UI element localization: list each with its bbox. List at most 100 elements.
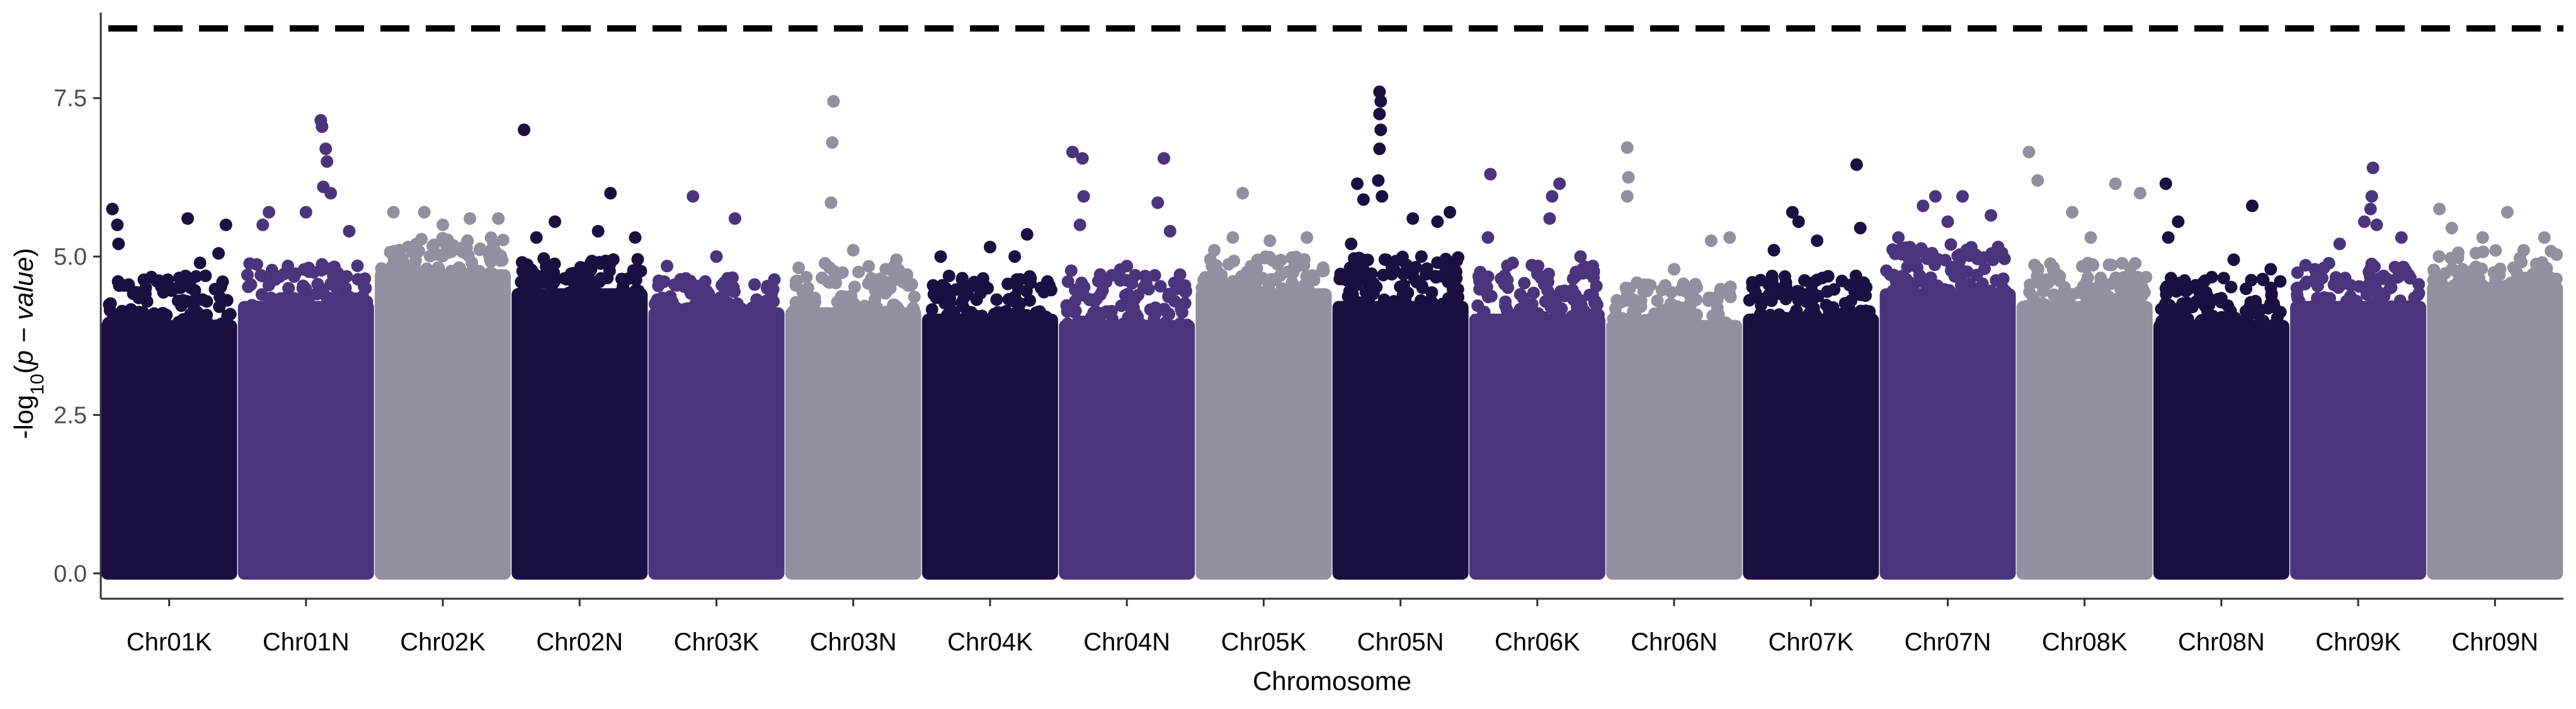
peak-point [212,247,225,260]
point [1527,286,1540,299]
peak-point [1020,228,1034,241]
x-tick-label: Chr01K [127,628,212,656]
point [2274,275,2287,288]
point [684,274,697,287]
point [1175,306,1188,319]
point [1913,245,1926,258]
point [2136,282,2149,295]
point [2550,272,2563,285]
point [434,270,447,284]
point [1992,240,2005,253]
point [1471,299,1485,313]
peak-point [2395,231,2408,244]
point [329,280,343,294]
point [139,287,152,301]
point [1359,275,1372,288]
point [311,277,324,291]
point [482,248,496,262]
point [989,309,1003,322]
point [941,308,954,321]
point [1379,253,1393,267]
point [2451,288,2464,301]
point-cloud [2153,320,2289,580]
point [1610,308,1623,321]
point [727,281,740,294]
point [1061,325,1074,338]
point [1520,297,1533,310]
chromosome-points-Chr09K [2290,161,2427,580]
peak-point [1941,215,1954,228]
point [1410,275,1423,289]
x-tick-label: Chr03N [810,628,897,656]
point [2257,274,2270,287]
point [2037,285,2050,298]
point [545,279,559,292]
point [388,245,401,258]
point [2240,282,2253,296]
point [1895,242,1908,255]
point [747,306,760,320]
point [1000,305,1013,318]
point [1724,280,1737,293]
point-cloud [2016,301,2153,580]
y-axis-title-close: ) [9,248,38,257]
x-tick-label: Chr04K [947,628,1033,656]
peak-point [2445,221,2458,234]
point [2094,272,2107,285]
point [1352,251,1365,265]
peak-point [824,196,838,209]
point [1346,288,1359,301]
point-cloud [1469,313,1605,580]
point [940,285,954,298]
peak-point [1767,244,1781,257]
point [1012,311,1025,324]
peak-point [661,260,674,273]
point [1415,250,1428,263]
point [1311,291,1325,304]
point [356,290,369,303]
peak-point [1444,205,1457,219]
x-tick-label: Chr07N [1905,628,1992,656]
point [1653,325,1666,338]
point [1071,324,1085,337]
point [150,275,163,288]
peak-point [2333,237,2346,250]
point [1792,315,1806,328]
peak-point [1792,215,1805,228]
point [1195,294,1209,307]
x-tick-label: Chr09K [2315,628,2401,656]
point [1439,253,1452,266]
point [2077,280,2090,293]
point [1835,274,1849,287]
point [1696,326,1709,339]
point [1064,264,1078,277]
point-cloud [2427,282,2563,580]
point [1578,260,1591,274]
point [2158,325,2172,338]
point [2252,304,2265,318]
point [1626,309,1639,322]
point [250,258,263,271]
y-axis-title: -log10(p − value) [9,248,48,439]
point [1539,295,1552,308]
point [651,293,664,306]
peak-point [1376,190,1389,203]
point [165,284,178,297]
point [608,294,622,307]
point [1531,267,1544,280]
peak-point [1850,158,1863,171]
point-cloud [1195,288,1332,580]
point [2493,268,2506,282]
point [601,272,614,285]
peak-point [1345,237,1358,250]
peak-point [1985,209,1998,222]
point [1154,280,1167,293]
point [981,282,994,295]
point [2337,277,2350,290]
point [2306,306,2319,320]
point [1069,294,1082,308]
point [307,266,321,279]
point [292,307,305,320]
peak-point [2264,263,2277,276]
point [1341,274,1354,287]
